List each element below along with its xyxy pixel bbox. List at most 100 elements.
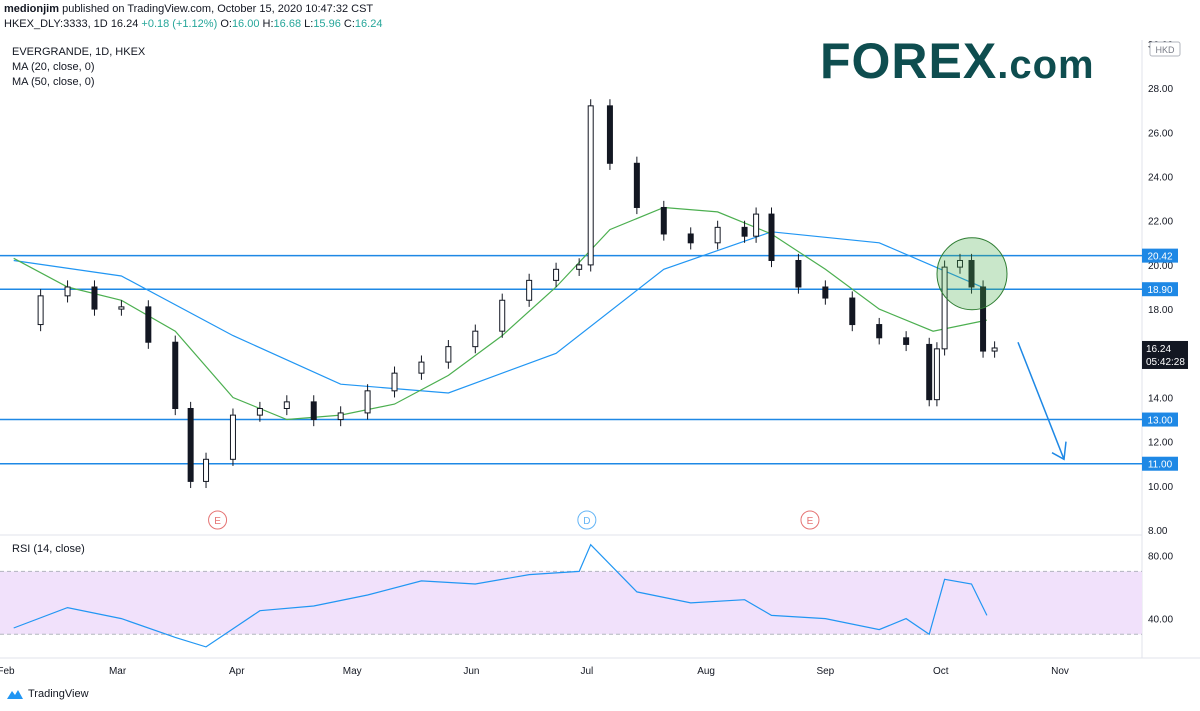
countdown-label: 05:42:28 — [1146, 357, 1185, 368]
high-value: 16.68 — [273, 18, 302, 30]
candle-body — [418, 361, 425, 374]
symbol: HKEX_DLY:3333, 1D — [4, 18, 108, 30]
candle-body — [926, 343, 933, 401]
publish-info: medionjim published on TradingView.com, … — [4, 3, 373, 15]
candle-body — [172, 341, 179, 409]
candle-body — [64, 286, 71, 297]
candle-body — [606, 105, 613, 164]
level-label: 11.00 — [1148, 460, 1173, 471]
rsi-band — [0, 571, 1142, 635]
candle-body — [118, 306, 125, 310]
candle-body — [472, 330, 479, 348]
candle-body — [203, 458, 210, 482]
current-price-label: 16.24 — [1146, 344, 1171, 355]
level-label-bg — [1142, 282, 1178, 297]
y-tick-label: 22.00 — [1148, 217, 1173, 228]
publisher-name: medionjim — [4, 3, 60, 15]
candle-body — [714, 226, 721, 244]
y-tick-label: 24.00 — [1148, 173, 1173, 184]
publish-date: published on TradingView.com, October 15… — [62, 3, 374, 15]
candle-body — [941, 266, 948, 350]
candle-body — [445, 346, 452, 363]
y-tick-label: 26.00 — [1148, 128, 1173, 139]
last-price: 16.24 — [110, 18, 139, 30]
current-price-bg — [1142, 340, 1188, 369]
x-tick-label: Feb — [0, 666, 15, 677]
rsi-tick-label: 80.00 — [1148, 552, 1173, 563]
candle-body — [587, 105, 594, 266]
candle-body — [956, 259, 963, 268]
candle-body — [741, 226, 748, 237]
tradingview-logo[interactable]: TradingView — [6, 688, 89, 700]
ma50-legend[interactable]: MA (50, close, 0) — [12, 76, 95, 88]
x-tick-label: Jun — [463, 666, 479, 677]
x-tick-label: Jul — [580, 666, 593, 677]
x-tick-label: Oct — [933, 666, 949, 677]
candle-body — [633, 162, 640, 208]
level-label-bg — [1142, 456, 1178, 471]
candle-body — [391, 372, 398, 392]
low-value: 15.96 — [313, 18, 341, 30]
candle-body — [903, 337, 910, 345]
trend-arrow-head — [1051, 441, 1067, 461]
x-tick-label: Apr — [229, 666, 245, 677]
ma50-line — [13, 231, 988, 394]
event-label: D — [583, 516, 590, 527]
rsi-line — [13, 543, 988, 648]
candle-body — [933, 348, 940, 401]
candle-body — [968, 259, 975, 288]
candle-body — [980, 286, 987, 352]
candle-body — [337, 412, 344, 421]
open-value: 16.00 — [231, 18, 260, 30]
candle-body — [364, 390, 371, 414]
y-tick-label: 14.00 — [1148, 393, 1173, 404]
x-tick-label: Mar — [109, 666, 127, 677]
candle-body — [795, 259, 802, 288]
candle-body — [256, 408, 263, 416]
forex-logo: FOREX.com — [820, 33, 1095, 89]
candle-body — [553, 268, 560, 281]
candle-body — [753, 213, 760, 237]
currency-badge — [1149, 41, 1181, 57]
y-tick-label: 18.00 — [1148, 305, 1173, 316]
candle-body — [310, 401, 317, 421]
y-tick-label: 12.00 — [1148, 438, 1173, 449]
rsi-legend[interactable]: RSI (14, close) — [12, 543, 85, 555]
x-tick-label: Aug — [697, 666, 715, 677]
x-tick-label: May — [343, 666, 362, 677]
dividend-marker — [577, 510, 597, 530]
ma20-legend[interactable]: MA (20, close, 0) — [12, 61, 95, 73]
event-label: E — [807, 516, 814, 527]
x-tick-label: Nov — [1051, 666, 1069, 677]
level-label-bg — [1142, 412, 1178, 427]
y-tick-label: 8.00 — [1148, 526, 1168, 537]
candle-body — [876, 324, 883, 339]
candle-body — [187, 408, 194, 482]
candle-body — [768, 213, 775, 261]
currency-label: HKD — [1155, 45, 1175, 55]
earnings-marker — [208, 510, 228, 530]
candle-body — [991, 347, 998, 352]
ohlc-bar: HKEX_DLY:3333, 1D 16.24 +0.18 (+1.12%) O… — [4, 18, 383, 30]
level-label-bg — [1142, 248, 1178, 263]
y-tick-label: 10.00 — [1148, 482, 1173, 493]
rsi-tick-label: 40.00 — [1148, 615, 1173, 626]
candle-body — [576, 264, 583, 270]
level-label: 13.00 — [1147, 416, 1172, 427]
chart-title[interactable]: EVERGRANDE, 1D, HKEX — [12, 46, 146, 58]
y-tick-label: 20.00 — [1148, 261, 1173, 272]
candle-body — [660, 206, 667, 235]
level-label: 20.42 — [1147, 252, 1172, 263]
candle-body — [145, 306, 152, 343]
price-change: +0.18 (+1.12%) — [141, 18, 218, 30]
candle-body — [37, 295, 44, 326]
candle-body — [499, 299, 506, 332]
x-tick-label: Sep — [816, 666, 834, 677]
candle-body — [849, 297, 856, 326]
event-label: E — [214, 516, 221, 527]
candle-body — [229, 414, 236, 460]
level-label: 18.90 — [1147, 285, 1172, 296]
trend-arrow — [1017, 341, 1065, 460]
candle-body — [91, 286, 98, 310]
